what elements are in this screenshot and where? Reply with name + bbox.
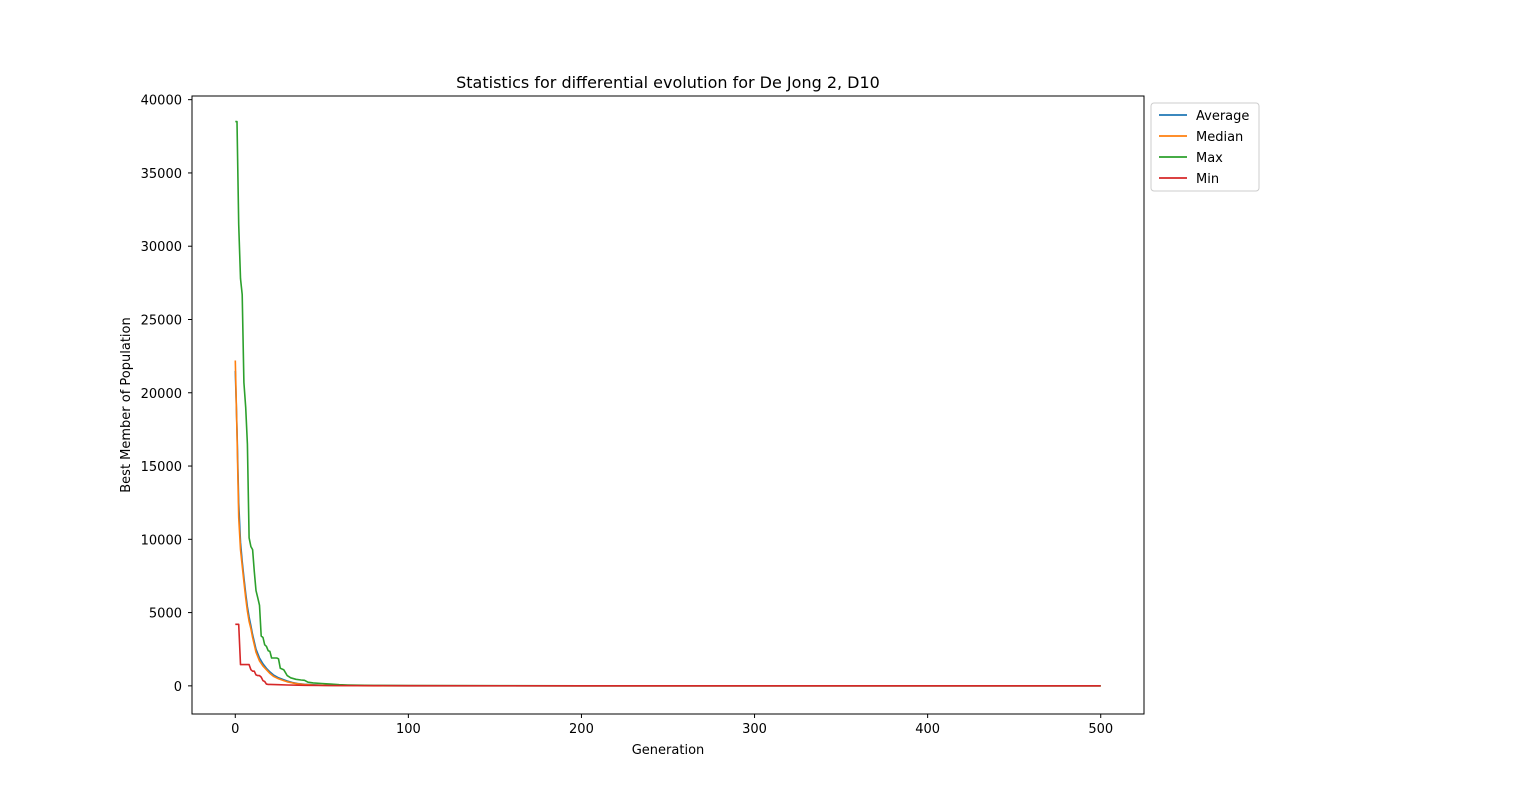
series-line-min — [235, 623, 1101, 687]
x-tick-label: 0 — [231, 722, 239, 737]
series-line-median — [234, 360, 1101, 687]
x-tick-label: 400 — [915, 722, 940, 737]
y-tick-label: 15000 — [141, 460, 182, 475]
x-tick-label: 500 — [1088, 722, 1113, 737]
x-tick-label: 300 — [742, 722, 767, 737]
y-tick-label: 35000 — [141, 167, 182, 182]
series-line-max — [235, 120, 1101, 687]
y-axis-ticks: 0 5000 10000 15000 20000 25000 30000 35000 40000 — [141, 94, 192, 695]
legend-label-max: Max — [1196, 151, 1223, 166]
x-axis-ticks: 0 100 200 300 400 500 — [231, 714, 1113, 737]
legend: Average Median Max Min — [1150, 102, 1260, 192]
legend-label-median: Median — [1196, 130, 1243, 145]
y-tick-label: 10000 — [141, 533, 182, 548]
y-tick-label: 40000 — [141, 94, 182, 109]
legend-frame — [1150, 102, 1260, 192]
plot-frame — [191, 95, 1145, 715]
y-axis-label: Best Member of Population — [119, 317, 134, 493]
legend-label-average: Average — [1196, 109, 1249, 124]
chart-title: Statistics for differential evolution fo… — [456, 73, 880, 92]
series-line-average — [234, 370, 1101, 687]
y-tick-label: 20000 — [141, 387, 182, 402]
x-tick-label: 200 — [569, 722, 594, 737]
y-tick-label: 30000 — [141, 240, 182, 255]
y-tick-label: 5000 — [149, 607, 182, 622]
y-tick-label: 25000 — [141, 313, 182, 328]
legend-label-min: Min — [1196, 172, 1219, 187]
x-axis-label: Generation — [632, 743, 705, 758]
x-tick-label: 100 — [396, 722, 421, 737]
y-tick-label: 0 — [174, 680, 182, 695]
plot-lines — [234, 120, 1101, 687]
